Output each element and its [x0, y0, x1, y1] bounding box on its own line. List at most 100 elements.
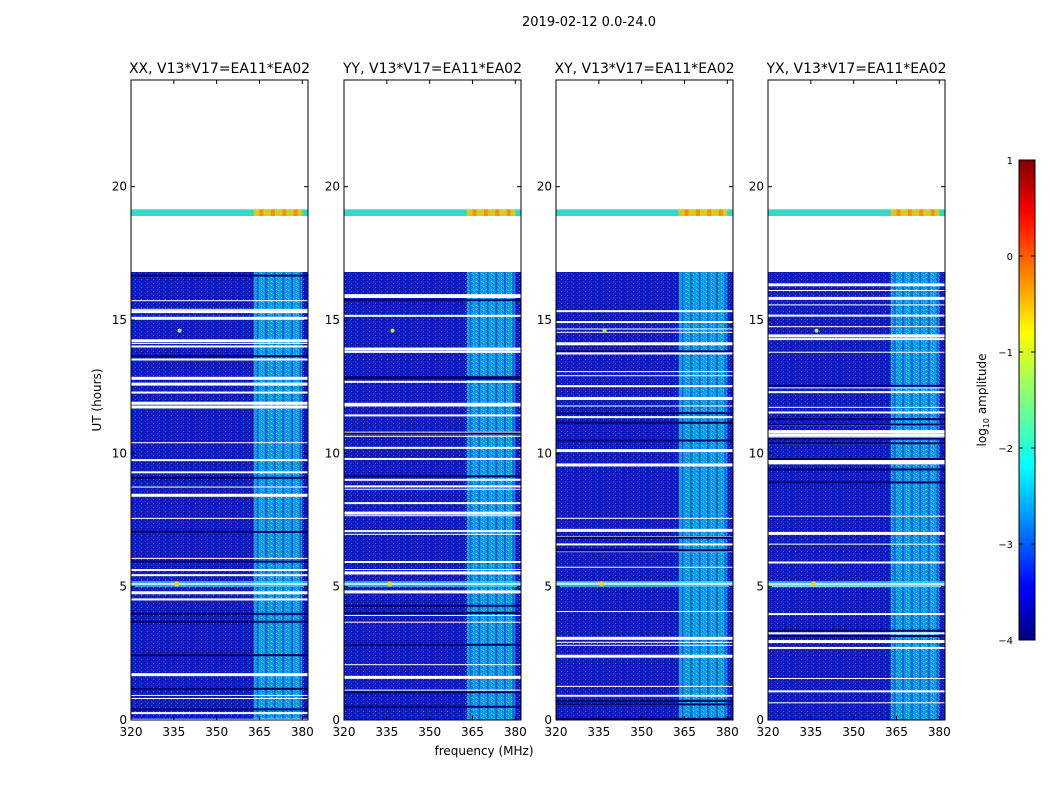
colorbar-tick-label: 0 [1007, 252, 1013, 263]
flag-gap [556, 352, 733, 355]
panel-0: XX, V13*V17=EA11*EA02 320 335 350 365 380 0 5 10… [112, 61, 314, 739]
data-block-late-band [253, 209, 303, 216]
flag-gap [768, 411, 945, 414]
dark-row [768, 437, 945, 440]
data-block-late [344, 209, 521, 216]
channel-stripe [698, 272, 701, 720]
dark-row [344, 376, 521, 379]
y-tick-label: 10 [537, 446, 552, 460]
channel-stripe [495, 272, 498, 720]
x-tick-label: 350 [205, 725, 228, 739]
dark-row [131, 620, 308, 623]
flag-gap [131, 486, 308, 488]
data-block-late-band [890, 209, 940, 216]
y-tick-label: 5 [119, 580, 127, 594]
rfi-spot [814, 328, 819, 333]
flag-gap [344, 614, 521, 616]
flag-gap [131, 358, 308, 361]
x-tick-label: 350 [842, 725, 865, 739]
flag-gap [131, 342, 308, 344]
dark-row [768, 481, 945, 484]
flag-gap [131, 401, 308, 405]
flag-gap [556, 517, 733, 519]
dark-row [768, 423, 945, 426]
high-amplitude-band [678, 272, 728, 720]
flag-gap [344, 380, 521, 383]
x-tick-label: 335 [587, 725, 610, 739]
flag-gap [768, 433, 945, 437]
flag-gap [131, 339, 308, 343]
dark-row [556, 350, 733, 353]
colorbar-tick-label: −3 [998, 540, 1013, 551]
flag-gap [556, 310, 733, 313]
data-block-late [556, 209, 733, 216]
flag-gap [344, 569, 521, 571]
rfi-row-core [768, 583, 945, 585]
colorbar-gradient [1018, 159, 1036, 641]
rfi-spot [174, 581, 180, 587]
y-tick-label: 5 [544, 580, 552, 594]
late-band-hot [483, 209, 488, 216]
flag-gap [768, 387, 945, 389]
flag-gap [768, 290, 945, 292]
flag-gap [131, 694, 308, 696]
y-tick-label: 0 [332, 713, 340, 727]
channel-stripe [893, 272, 896, 720]
flag-gap [556, 695, 733, 697]
rfi-spot [602, 328, 607, 333]
flag-gap [131, 340, 308, 342]
panel-1: YY, V13*V17=EA11*EA02 320 335 350 365 380 0 5 10… [325, 61, 527, 739]
flag-gap [556, 694, 733, 696]
y-tick-label: 15 [537, 313, 552, 327]
flag-gap [768, 459, 945, 463]
x-tick-label: 365 [885, 725, 908, 739]
y-tick-label: 5 [756, 580, 764, 594]
colorbar-tick-label: −4 [998, 636, 1013, 647]
flag-gap [556, 396, 733, 400]
flag-gap [556, 536, 733, 538]
rfi-row-core [556, 583, 733, 585]
flag-gap [556, 463, 733, 467]
channel-stripe [707, 272, 710, 720]
y-tick-label: 0 [544, 713, 552, 727]
flag-gap [556, 342, 733, 346]
flag-gap [556, 636, 733, 640]
flag-gap [344, 457, 521, 460]
dark-row [768, 629, 945, 632]
flag-gap [344, 664, 521, 666]
flag-gap [768, 690, 945, 693]
colorbar-label: log10 amplitude [975, 354, 991, 447]
flag-gap [131, 405, 308, 409]
colorbar-ticks: 1 0 −1 −2 −3 −4 [998, 156, 1035, 647]
flag-gap [344, 347, 521, 351]
late-band-hot [259, 209, 264, 216]
rfi-spot [390, 328, 395, 333]
channel-stripe [690, 272, 693, 720]
channel-stripe [681, 272, 684, 720]
figure-suptitle: 2019-02-12 0.0-24.0 [522, 15, 656, 30]
y-tick-label: 0 [119, 713, 127, 727]
x-tick-label: 320 [757, 725, 780, 739]
dark-row [344, 611, 521, 614]
dark-row [556, 421, 733, 424]
flag-gap [131, 591, 308, 595]
y-tick-label: 0 [756, 713, 764, 727]
x-tick-label: 335 [375, 725, 398, 739]
flag-gap [344, 530, 521, 533]
flag-gap [556, 566, 733, 568]
high-amplitude-band [890, 272, 940, 720]
colorbar: 10−1−2−3−4 log10 amplitude [975, 156, 1036, 647]
rfi-spot [387, 581, 393, 587]
late-band-hot [282, 209, 287, 216]
panel-frame [343, 79, 522, 721]
dark-row [131, 654, 308, 657]
late-band-hot [472, 209, 477, 216]
y-tick-label: 10 [112, 446, 127, 460]
data-block-late-band [678, 209, 728, 216]
flag-gap [131, 712, 308, 715]
channel-stripe [724, 272, 727, 720]
late-band-hot [930, 209, 935, 216]
dark-row [131, 530, 308, 533]
flag-gap [131, 599, 308, 601]
dark-row [344, 377, 521, 380]
